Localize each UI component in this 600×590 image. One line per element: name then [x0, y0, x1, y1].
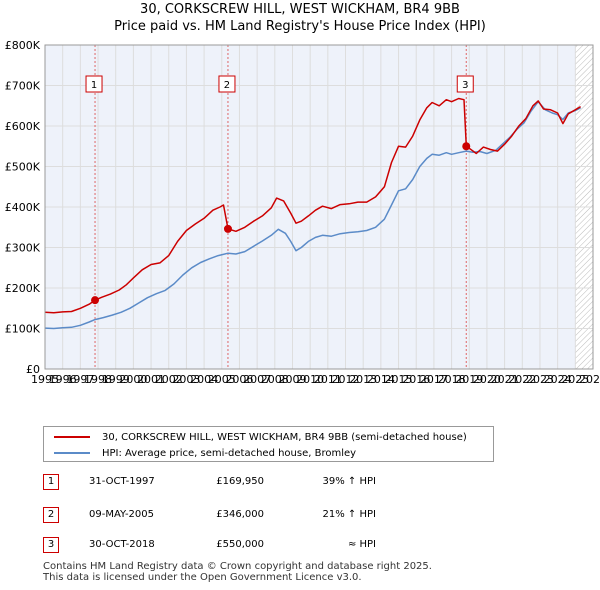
x-tick-label: 1995 — [31, 373, 59, 386]
y-tick-label: £700K — [5, 80, 41, 93]
y-tick-label: £300K — [5, 242, 41, 255]
x-tick-label: 2016 — [402, 373, 430, 386]
y-tick-label: £200K — [5, 282, 41, 295]
transaction-number: 1 — [43, 474, 59, 490]
y-tick-label: £800K — [5, 39, 41, 52]
sale-point — [91, 296, 100, 305]
chart-subtitle: Price paid vs. HM Land Registry's House … — [114, 19, 486, 34]
sale-marker-number: 3 — [462, 80, 468, 91]
y-tick-label: £0 — [26, 363, 40, 376]
sale-marker-number: 2 — [224, 80, 230, 91]
sale-point — [223, 224, 232, 233]
sale-marker-box — [218, 75, 236, 93]
transaction-price: £550,000 — [216, 539, 264, 550]
y-tick-label: £600K — [5, 120, 41, 133]
sale-marker-box — [456, 75, 474, 93]
transaction-date: 09-MAY-2005 — [89, 509, 155, 520]
transaction-row: 3 30-OCT-2018 £550,000 ≈ HPI — [43, 537, 463, 555]
x-tick-label: 2015 — [385, 373, 413, 386]
sale-marker-number: 1 — [91, 80, 97, 91]
price-chart: £0 £100K £200K £300K £400K £500K £600K £700K £80… — [5, 39, 600, 386]
x-tick-label: 2022 — [508, 373, 536, 386]
transaction-price: £346,000 — [216, 509, 264, 520]
x-tick-label: 2021 — [491, 373, 519, 386]
x-tick-label: 2014 — [367, 373, 395, 386]
legend-item-property: 30, CORKSCREW HILL, WEST WICKHAM, BR4 9B… — [54, 429, 467, 445]
x-tick-label: 2017 — [420, 373, 448, 386]
x-tick-label: 2010 — [296, 373, 324, 386]
x-tick-label: 1998 — [84, 373, 112, 386]
y-tick-label: £100K — [5, 323, 41, 336]
x-tick-label: 2009 — [278, 373, 306, 386]
x-tick-label: 1999 — [102, 373, 130, 386]
x-tick-label: 2007 — [243, 373, 271, 386]
x-tick-label: 2023 — [526, 373, 554, 386]
x-tick-label: 2003 — [172, 373, 200, 386]
hpi-line — [44, 100, 581, 330]
x-tick-label: 2025 — [561, 373, 589, 386]
x-tick-label: 2001 — [137, 373, 165, 386]
x-tick-label: 2020 — [473, 373, 501, 386]
x-tick-label: 2012 — [332, 373, 360, 386]
transaction-date: 30-OCT-2018 — [89, 539, 155, 550]
x-tick-label: 2011 — [314, 373, 342, 386]
x-tick-label: 2019 — [455, 373, 483, 386]
x-tick-label: 2024 — [544, 373, 572, 386]
legend: 30, CORKSCREW HILL, WEST WICKHAM, BR4 9B… — [43, 426, 494, 462]
x-tick-label: 2004 — [190, 373, 218, 386]
chart-title: 30, CORKSCREW HILL, WEST WICKHAM, BR4 9B… — [140, 2, 460, 17]
transaction-hpi: 39% ↑ HPI — [322, 476, 376, 487]
legend-item-hpi: HPI: Average price, semi-detached house,… — [54, 445, 356, 461]
footer-copyright: Contains HM Land Registry data © Crown c… — [43, 561, 432, 572]
x-tick-label: 1997 — [66, 373, 94, 386]
x-tick-label: 2005 — [208, 373, 236, 386]
footer: Contains HM Land Registry data © Crown c… — [43, 561, 432, 583]
x-tick-label: 1996 — [49, 373, 77, 386]
x-tick-label: 2026 — [579, 373, 600, 386]
x-tick-label: 2002 — [155, 373, 183, 386]
legend-swatch-property — [54, 436, 90, 438]
transaction-price: £169,950 — [216, 476, 264, 487]
sale-marker-box — [85, 75, 103, 93]
property-price-line — [44, 97, 581, 314]
sale-point — [462, 142, 471, 151]
y-tick-label: £500K — [5, 161, 41, 174]
legend-label-property: 30, CORKSCREW HILL, WEST WICKHAM, BR4 9B… — [102, 431, 467, 443]
x-tick-label: 2006 — [225, 373, 253, 386]
y-tick-label: £400K — [5, 201, 41, 214]
x-tick-label: 2008 — [261, 373, 289, 386]
transaction-row: 1 31-OCT-1997 £169,950 39% ↑ HPI — [43, 474, 463, 492]
x-tick-label: 2000 — [119, 373, 147, 386]
x-tick-label: 2013 — [349, 373, 377, 386]
legend-swatch-hpi — [54, 452, 90, 454]
plot-frame — [44, 44, 594, 370]
x-tick-label: 2018 — [438, 373, 466, 386]
legend-label-hpi: HPI: Average price, semi-detached house,… — [102, 447, 357, 459]
transaction-date: 31-OCT-1997 — [89, 476, 155, 487]
transaction-number: 3 — [43, 537, 59, 553]
transaction-row: 2 09-MAY-2005 £346,000 21% ↑ HPI — [43, 507, 463, 525]
transaction-hpi: ≈ HPI — [347, 539, 376, 550]
transaction-hpi: 21% ↑ HPI — [322, 509, 376, 520]
footer-license: This data is licensed under the Open Gov… — [43, 572, 362, 583]
transaction-number: 2 — [43, 507, 59, 523]
